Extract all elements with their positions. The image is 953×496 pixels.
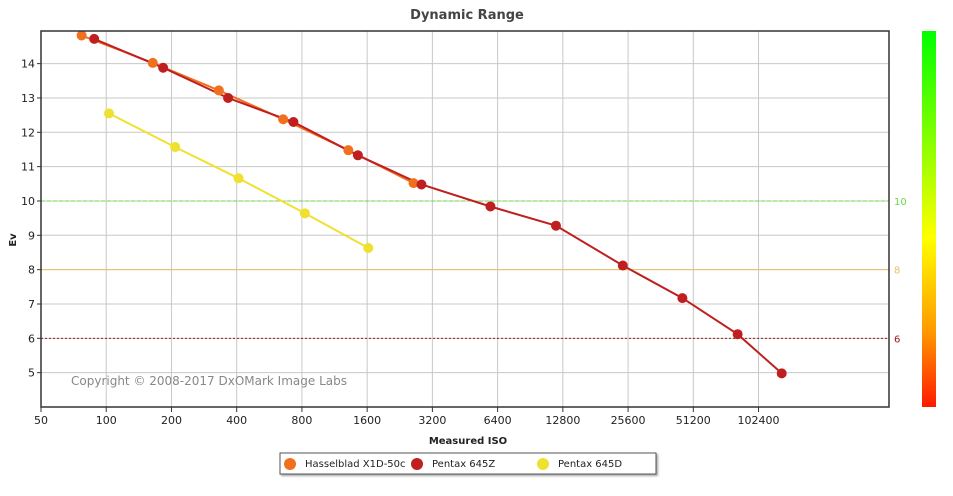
y-tick-label: 8	[28, 264, 35, 277]
data-point	[233, 173, 244, 184]
y-tick-label: 13	[21, 92, 35, 105]
data-point	[89, 33, 100, 44]
reference-lines: 10 8 6	[41, 197, 907, 345]
copyright-annotation: Copyright © 2008-2017 DxOMark Image Labs	[71, 374, 347, 388]
reference-line-label: 10	[894, 197, 907, 208]
legend-box	[279, 452, 657, 475]
y-tick-label: 10	[21, 195, 35, 208]
x-tick-label: 6400	[484, 414, 512, 427]
data-series	[76, 30, 787, 379]
data-point	[278, 114, 289, 125]
data-point	[408, 178, 419, 189]
data-point	[416, 179, 427, 190]
data-point	[158, 62, 169, 73]
data-point	[732, 329, 743, 340]
plot-frame	[40, 30, 890, 408]
y-tick-label: 11	[21, 161, 35, 174]
color-scale-bar	[922, 31, 936, 407]
y-tick-label: 12	[21, 126, 35, 139]
data-point	[343, 145, 354, 156]
data-point	[170, 142, 181, 153]
x-tick-label: 800	[291, 414, 312, 427]
x-tick-label: 400	[226, 414, 247, 427]
legend-items: Hasselblad X1D-50c Pentax 645Z Pentax 645D	[284, 458, 622, 470]
data-point	[363, 243, 374, 254]
data-point	[288, 116, 299, 127]
x-tick-label: 102400	[738, 414, 780, 427]
x-tick-label: 3200	[418, 414, 446, 427]
legend-entry: Pentax 645Z	[432, 459, 495, 470]
data-point	[299, 208, 310, 219]
x-tick-label: 50	[34, 414, 48, 427]
y-axis-ticks: 5 6 7 8 9 10 11 12 13 14	[21, 58, 41, 380]
reference-line-label: 8	[894, 266, 900, 277]
data-point	[352, 150, 363, 161]
legend-marker	[537, 458, 549, 470]
reference-line-label: 6	[894, 334, 900, 345]
data-point	[677, 293, 688, 304]
y-tick-label: 7	[28, 298, 35, 311]
data-point	[104, 108, 115, 119]
legend-marker	[411, 458, 423, 470]
y-tick-label: 9	[28, 229, 35, 242]
x-tick-label: 1600	[353, 414, 381, 427]
x-axis-ticks: 50 100 200 400 800 1600 3200 6400 12800 25600 5120…	[34, 407, 780, 427]
x-tick-label: 25600	[611, 414, 646, 427]
legend: Hasselblad X1D-50c Pentax 645Z Pentax 645D	[279, 452, 657, 475]
data-point	[76, 30, 87, 41]
data-point	[213, 85, 224, 96]
data-point	[776, 368, 787, 379]
legend-marker	[284, 458, 296, 470]
x-tick-label: 200	[161, 414, 182, 427]
legend-entry: Pentax 645D	[558, 459, 622, 470]
x-tick-label: 51200	[676, 414, 711, 427]
chart-title: Dynamic Range	[410, 8, 524, 23]
y-tick-label: 6	[28, 332, 35, 345]
x-axis-label: Measured ISO	[429, 436, 507, 447]
data-point	[147, 57, 158, 68]
y-tick-label: 5	[28, 367, 35, 380]
plot-area	[41, 31, 889, 407]
x-tick-label: 12800	[545, 414, 580, 427]
legend-entry: Hasselblad X1D-50c	[305, 459, 406, 470]
x-tick-label: 100	[96, 414, 117, 427]
data-point	[485, 201, 496, 212]
y-tick-label: 14	[21, 58, 35, 71]
data-point	[223, 92, 234, 103]
data-point	[617, 260, 628, 271]
y-axis-label: Ev	[8, 233, 19, 247]
data-point	[550, 220, 561, 231]
